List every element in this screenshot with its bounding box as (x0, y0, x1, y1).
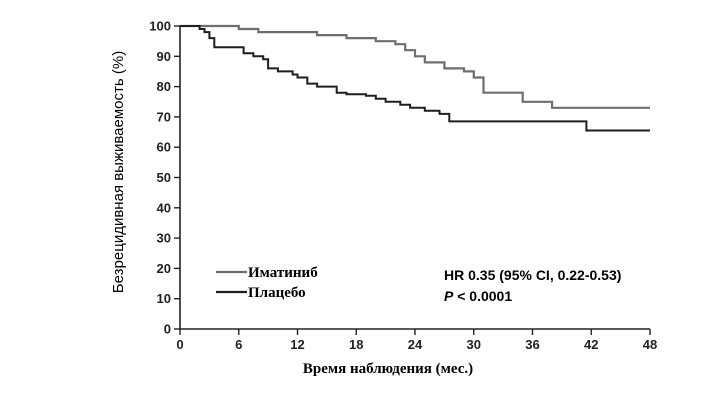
y-axis: 0 10 20 30 40 50 60 70 80 90 100 (149, 19, 181, 337)
y-tick-label: 100 (149, 19, 171, 34)
y-tick-label: 10 (157, 291, 171, 306)
x-tick-label: 30 (467, 337, 481, 352)
y-tick-label: 0 (164, 322, 171, 337)
statistics-annotation: HR 0.35 (95% CI, 0.22-0.53) P < 0.0001 (444, 267, 621, 304)
x-tick-label: 6 (235, 337, 242, 352)
x-tick-label: 0 (176, 337, 183, 352)
y-tick-label: 50 (157, 170, 171, 185)
p-symbol: P (444, 288, 454, 304)
x-axis-label: Время наблюдения (мес.) (303, 361, 473, 377)
p-value-text: P < 0.0001 (444, 288, 512, 304)
series-group (180, 24, 650, 132)
y-tick-label: 40 (157, 200, 171, 215)
y-tick-label: 90 (157, 49, 171, 64)
y-tick-label: 80 (157, 79, 171, 94)
y-tick-label: 60 (157, 140, 171, 155)
legend-label-imatinib: Иматиниб (248, 265, 318, 281)
x-tick-label: 18 (349, 337, 363, 352)
legend: Иматиниб Плацебо (216, 265, 318, 301)
series-line-imatinib (180, 24, 650, 109)
x-tick-label: 24 (408, 337, 423, 352)
x-axis: 0 6 12 18 24 30 36 42 48 (176, 328, 657, 352)
x-tick-label: 12 (290, 337, 304, 352)
x-tick-label: 42 (584, 337, 598, 352)
y-axis-label: Безрецидивная выживаемость (%) (110, 51, 127, 293)
series-line-placebo (180, 25, 650, 132)
y-tick-label: 30 (157, 231, 171, 246)
legend-label-placebo: Плацебо (248, 285, 306, 301)
y-tick-label: 70 (157, 109, 171, 124)
y-tick-label: 20 (157, 261, 171, 276)
hazard-ratio-text: HR 0.35 (95% CI, 0.22-0.53) (444, 267, 621, 283)
x-tick-label: 36 (525, 337, 539, 352)
x-tick-label: 48 (643, 337, 657, 352)
p-value: < 0.0001 (453, 288, 512, 304)
